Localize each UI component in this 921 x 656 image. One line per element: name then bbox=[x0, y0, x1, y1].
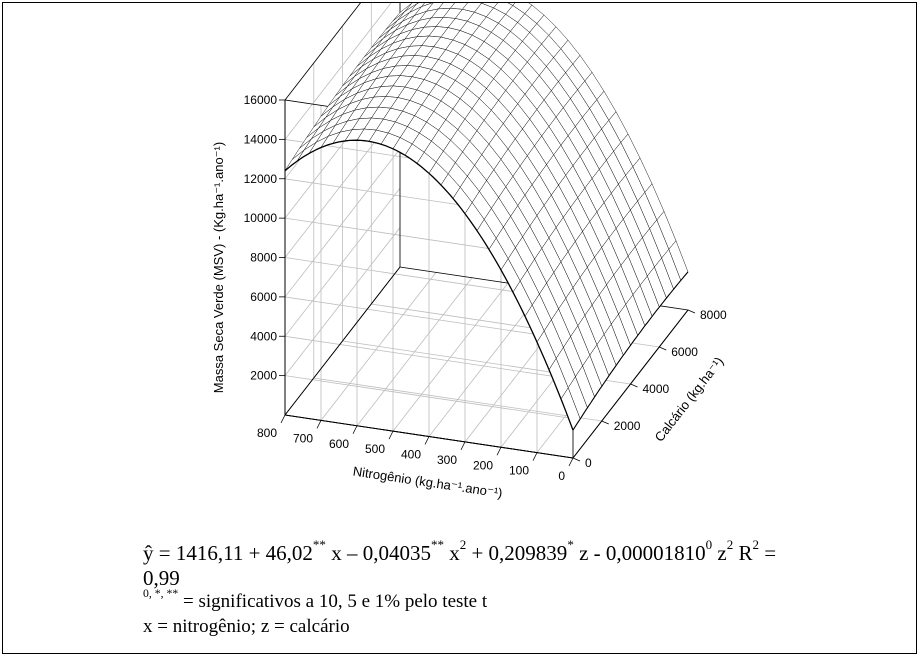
regression-equation: ŷ = 1416,11 + 46,02** x – 0,04035** x2 +… bbox=[143, 538, 777, 566]
eq-z-term: + 0,209839 bbox=[466, 541, 568, 565]
y-tick-label: 2000 bbox=[614, 419, 641, 433]
z-axis-title: Massa Seca Verde (MSV) - (Kg.ha⁻¹.ano⁻¹) bbox=[211, 142, 226, 393]
x-tick-label: 500 bbox=[365, 442, 385, 456]
chart-surface bbox=[284, 3, 689, 431]
eq-equals: = bbox=[759, 541, 777, 565]
z-tick-label: 8000 bbox=[250, 251, 277, 265]
x-tick-label: 800 bbox=[257, 426, 277, 440]
eq-sig-b: ** bbox=[430, 537, 444, 553]
x-tick-mark bbox=[532, 452, 538, 461]
z-tick-label: 10000 bbox=[244, 211, 278, 225]
surface-edge-nitrogen-0 bbox=[572, 271, 689, 431]
x-tick-mark bbox=[280, 414, 286, 424]
x-tick-mark bbox=[424, 436, 430, 445]
z-tick-label: 12000 bbox=[244, 172, 278, 186]
x-tick-label: 400 bbox=[401, 448, 421, 462]
x-tick-mark bbox=[316, 420, 322, 429]
sig-text: = significativos a 10, 5 e 1% pelo teste… bbox=[178, 591, 488, 612]
x-tick-mark bbox=[352, 425, 358, 434]
eq-x-term: x – 0,04035 bbox=[325, 541, 431, 565]
y-tick-label: 4000 bbox=[643, 382, 670, 396]
z-tick-label: 6000 bbox=[250, 290, 277, 304]
eq-z2: z bbox=[712, 541, 727, 565]
x-tick-mark bbox=[388, 430, 394, 440]
x-tick-mark bbox=[568, 457, 574, 467]
y-tick-label: 6000 bbox=[671, 345, 698, 359]
eq-sig-d: * bbox=[567, 537, 574, 553]
variable-legend: x = nitrogênio; z = calcário bbox=[143, 616, 350, 637]
eq-z: z - 0,00001810 bbox=[573, 541, 706, 565]
x-tick-label: 600 bbox=[329, 437, 349, 451]
z-tick-label: 14000 bbox=[244, 132, 278, 146]
y-tick-mark bbox=[630, 383, 638, 388]
x-tick-mark bbox=[496, 447, 502, 456]
eq-x2: x bbox=[443, 541, 460, 565]
x-tick-label: 100 bbox=[509, 464, 529, 478]
eq-sig-a: ** bbox=[312, 537, 326, 553]
eq-exp-z2: 2 bbox=[726, 537, 734, 553]
y-tick-mark bbox=[572, 457, 581, 462]
sig-levels: 0, *, ** bbox=[143, 587, 179, 601]
eq-exp-x2: 2 bbox=[459, 537, 467, 553]
eq-exp-r2: 2 bbox=[752, 537, 760, 553]
chart-axes bbox=[279, 3, 696, 467]
r2-value: 0,99 bbox=[143, 566, 180, 590]
eq-prefix: ŷ = 1416,11 + 46,02 bbox=[143, 541, 313, 565]
eq-r: R bbox=[733, 541, 753, 565]
y-tick-label: 0 bbox=[585, 456, 592, 470]
z-tick-label: 2000 bbox=[250, 369, 277, 383]
x-tick-label: 700 bbox=[293, 431, 313, 445]
surface-edge-calcario-0 bbox=[284, 139, 574, 431]
significance-note: 0, *, ** = significativos a 10, 5 e 1% p… bbox=[143, 588, 488, 613]
eq-sig-e: 0 bbox=[705, 537, 713, 553]
x-tick-mark bbox=[460, 441, 466, 451]
x-tick-label: 200 bbox=[473, 458, 493, 472]
y-tick-label: 8000 bbox=[700, 308, 727, 322]
surface-chart: 0100200300400500600700800020004000600080… bbox=[211, 3, 727, 501]
x-tick-label: 300 bbox=[437, 453, 457, 467]
z-tick-label: 16000 bbox=[244, 93, 278, 107]
z-tick-label: 4000 bbox=[250, 329, 277, 343]
y-axis-title: Calcário (kg.ha⁻¹) bbox=[651, 354, 726, 445]
y-tick-mark bbox=[687, 309, 696, 314]
chart-tick-labels: 0100200300400500600700800020004000600080… bbox=[244, 93, 727, 483]
y-tick-mark bbox=[659, 346, 667, 351]
y-tick-mark bbox=[601, 420, 609, 425]
x-tick-label: 0 bbox=[558, 469, 565, 483]
